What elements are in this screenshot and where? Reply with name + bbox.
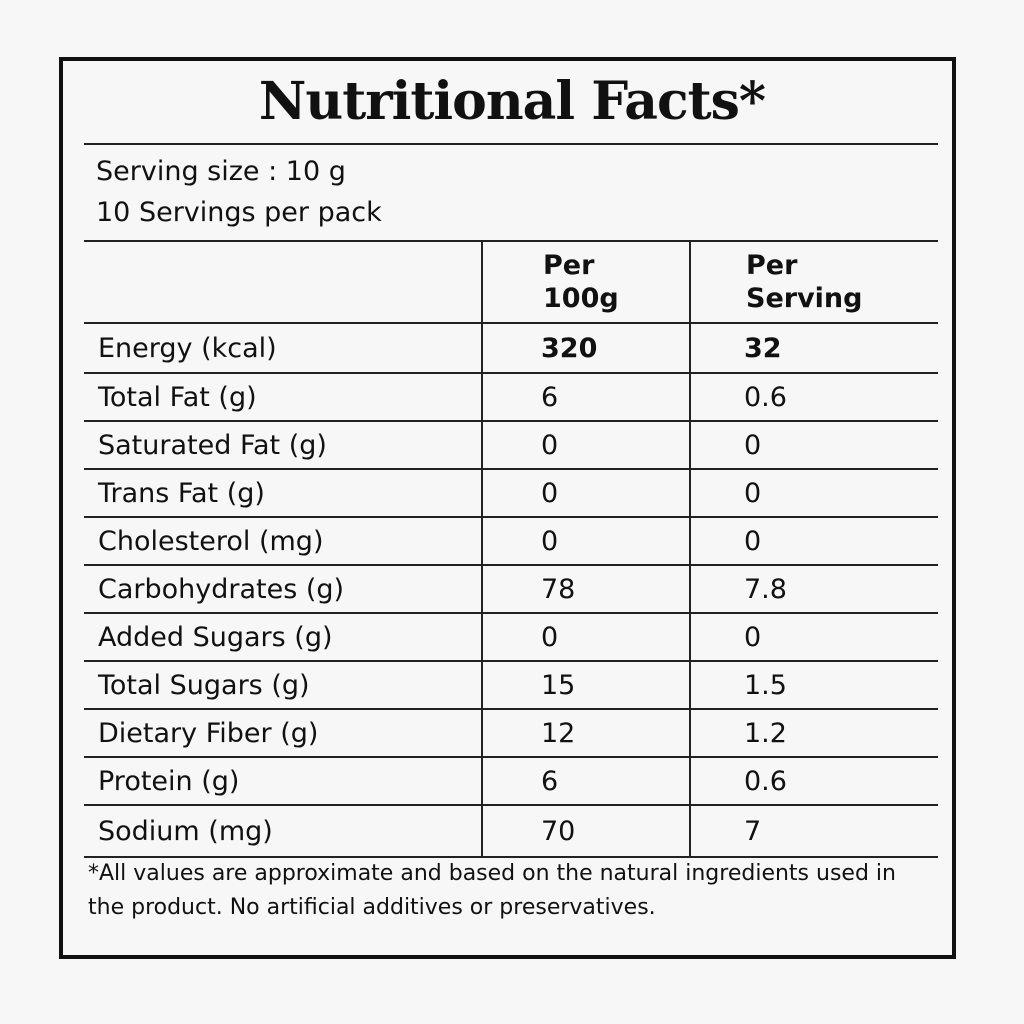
nutrient-name: Added Sugars (g) [84,613,482,662]
per-serving-value: 0.6 [689,757,938,806]
divider [84,143,938,145]
per-serving-value: 7.8 [689,565,938,614]
serving-size: Serving size : 10 g [96,156,346,187]
per-100g-value: 6 [481,757,690,806]
per-serving-value: 0.6 [689,373,938,422]
nutrient-name: Trans Fat (g) [84,469,482,518]
table-row: Saturated Fat (g) 0 0 [84,421,938,470]
per-100g-value: 6 [481,373,690,422]
nutrient-name: Protein (g) [84,757,482,806]
per-100g-value: 320 [481,323,690,374]
table-row: Trans Fat (g) 0 0 [84,469,938,518]
per-serving-column-header: Per Serving [689,240,938,324]
nutrient-column-header [84,240,482,324]
nutrient-name: Total Sugars (g) [84,661,482,710]
per-serving-value: 32 [689,323,938,374]
nutrient-name: Saturated Fat (g) [84,421,482,470]
table-row: Dietary Fiber (g) 12 1.2 [84,709,938,758]
per-100g-value: 15 [481,661,690,710]
per-100g-value: 0 [481,469,690,518]
per-serving-value: 0 [689,613,938,662]
per-serving-value: 0 [689,469,938,518]
per-100g-value: 0 [481,613,690,662]
table-header-row: Per 100g Per Serving [84,240,938,324]
table-row: Protein (g) 6 0.6 [84,757,938,806]
per-100g-value: 12 [481,709,690,758]
per-serving-value: 7 [689,805,938,858]
nutrient-name: Carbohydrates (g) [84,565,482,614]
table-row: Sodium (mg) 70 7 [84,805,938,858]
per-serving-value: 1.2 [689,709,938,758]
per-100g-value: 0 [481,421,690,470]
page-title: Nutritional Facts* [258,71,766,132]
per-100g-value: 70 [481,805,690,858]
nutrient-name: Total Fat (g) [84,373,482,422]
footnote: *All values are approximate and based on… [88,861,896,920]
table-row: Total Sugars (g) 15 1.5 [84,661,938,710]
nutrient-name: Dietary Fiber (g) [84,709,482,758]
per-serving-value: 0 [689,421,938,470]
table-row: Added Sugars (g) 0 0 [84,613,938,662]
table-row: Carbohydrates (g) 78 7.8 [84,565,938,614]
table-row: Total Fat (g) 6 0.6 [84,373,938,422]
nutrient-name: Cholesterol (mg) [84,517,482,566]
per-serving-value: 1.5 [689,661,938,710]
servings-per-pack: 10 Servings per pack [96,197,382,228]
per-serving-value: 0 [689,517,938,566]
per-100g-value: 0 [481,517,690,566]
nutrition-table: Per 100g Per Serving Energy (kcal) 320 32 T… [84,240,938,858]
nutrient-name: Energy (kcal) [84,323,482,374]
per-100g-column-header: Per 100g [481,240,690,324]
table-row: Cholesterol (mg) 0 0 [84,517,938,566]
nutrient-name: Sodium (mg) [84,805,482,858]
per-100g-value: 78 [481,565,690,614]
table-row: Energy (kcal) 320 32 [84,323,938,374]
